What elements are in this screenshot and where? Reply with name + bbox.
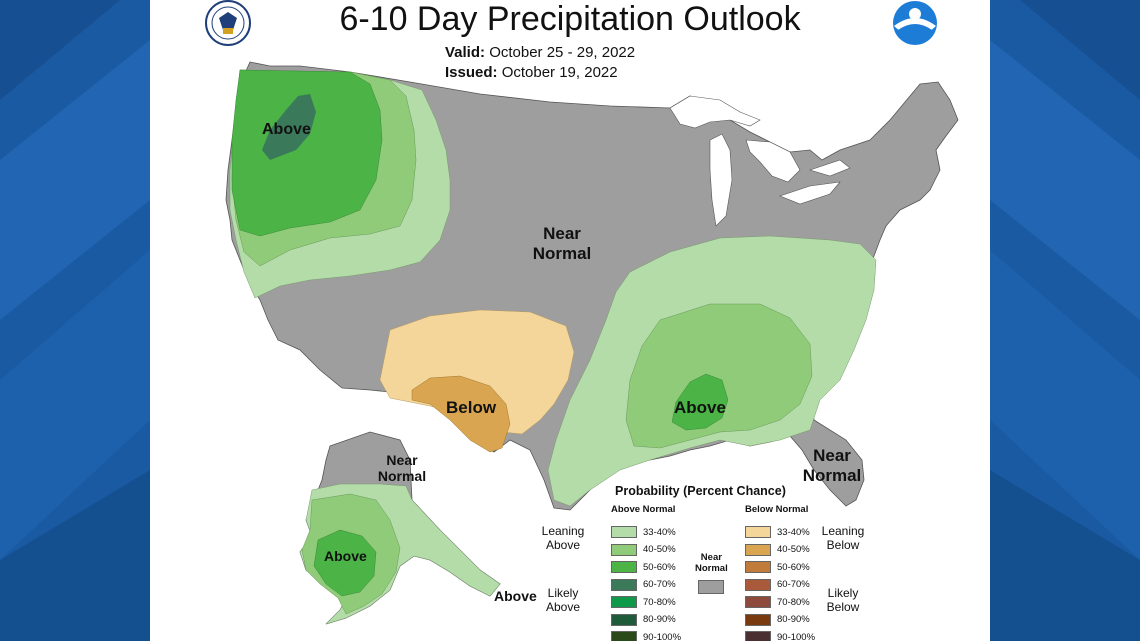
label-near-normal-florida: Near Normal <box>794 446 870 486</box>
legend-above-label-1: 40-50% <box>643 544 676 555</box>
issued-label: Issued: <box>445 64 498 81</box>
legend-below-row-3: 60-70% <box>745 578 810 591</box>
legend-leaning-above-line2: Above <box>545 538 581 552</box>
legend-below-swatch-6 <box>745 631 771 641</box>
above-50-60-west <box>231 69 383 237</box>
outlook-panel: 6-10 Day Precipitation Outlook Valid: Oc… <box>150 0 990 641</box>
legend-below-swatch-2 <box>745 561 771 573</box>
legend-likely-above: Likely Above <box>541 586 585 614</box>
legend-above-row-5: 80-90% <box>611 613 676 626</box>
issued-date: Issued: October 19, 2022 <box>445 64 618 81</box>
precipitation-map <box>225 61 959 625</box>
label-near-normal-florida-line1: Near <box>813 446 851 465</box>
legend-above-swatch-3 <box>611 578 637 591</box>
legend-below-label-1: 40-50% <box>777 544 810 555</box>
legend-above-label-4: 70-80% <box>643 596 676 608</box>
legend: Probability (Percent Chance) Above Norma… <box>535 484 865 641</box>
legend-above-swatch-1 <box>611 543 637 556</box>
legend-above-swatch-2 <box>611 561 637 573</box>
label-near-normal-alaska: Near Normal <box>372 452 432 484</box>
label-above-southeast: Above <box>674 398 726 417</box>
noaa-logo <box>890 0 940 46</box>
legend-above-label-6: 90-100% <box>643 631 682 641</box>
legend-leaning-above: Leaning Above <box>539 524 587 552</box>
legend-below-label-5: 80-90% <box>777 614 810 625</box>
legend-below-header: Below Normal <box>745 504 809 515</box>
legend-below-label-4: 70-80% <box>777 596 810 608</box>
legend-below-label-2: 50-60% <box>777 561 810 573</box>
above-50-60-east <box>671 373 729 431</box>
legend-below-row-6: 90-100% <box>745 631 815 641</box>
legend-above-header: Above Normal <box>611 504 676 515</box>
legend-below-row-1: 40-50% <box>745 543 810 556</box>
legend-below-row-5: 80-90% <box>745 613 810 626</box>
label-near-normal-central-line2: Normal <box>532 244 592 263</box>
legend-above-swatch-6 <box>611 631 637 641</box>
label-above-alaska: Above <box>324 548 367 564</box>
legend-below-row-4: 70-80% <box>745 596 810 608</box>
legend-above-row-4: 70-80% <box>611 596 676 608</box>
commerce-seal-logo <box>205 0 251 46</box>
legend-below-label-6: 90-100% <box>777 631 816 641</box>
legend-near-normal-swatch <box>698 580 725 594</box>
legend-above-label-3: 60-70% <box>643 579 676 590</box>
legend-near-normal-line2: Normal <box>695 563 728 574</box>
legend-below-swatch-4 <box>745 596 771 608</box>
legend-above-row-6: 90-100% <box>611 631 681 641</box>
legend-below-swatch-0 <box>745 526 771 538</box>
label-near-normal-central-line1: Near <box>543 224 581 243</box>
great-lakes <box>669 95 851 227</box>
label-near-normal-central: Near Normal <box>522 224 602 264</box>
legend-below-row-0: 33-40% <box>745 526 810 538</box>
background-right <box>990 0 1140 641</box>
legend-below-label-3: 60-70% <box>777 579 810 590</box>
legend-below-swatch-1 <box>745 543 771 556</box>
legend-likely-below-line1: Likely <box>827 586 859 600</box>
legend-leaning-below-line1: Leaning <box>821 524 865 538</box>
issued-value: October 19, 2022 <box>501 64 618 81</box>
label-near-normal-alaska-line2: Normal <box>377 468 427 484</box>
legend-above-swatch-0 <box>611 526 637 538</box>
legend-above-label-0: 33-40% <box>643 526 676 538</box>
label-above-alaska-southeast: Above <box>494 588 537 604</box>
valid-value: October 25 - 29, 2022 <box>489 44 636 61</box>
page-title: 6-10 Day Precipitation Outlook <box>339 0 801 38</box>
legend-above-row-0: 33-40% <box>611 526 676 538</box>
legend-likely-below: Likely Below <box>821 586 865 614</box>
background-left <box>0 0 150 641</box>
legend-above-label-5: 80-90% <box>643 614 676 625</box>
label-near-normal-florida-line2: Normal <box>802 466 862 485</box>
legend-above-row-2: 50-60% <box>611 561 676 573</box>
label-above-pnw: Above <box>262 121 311 138</box>
legend-above-swatch-5 <box>611 613 637 626</box>
above-40-50-east <box>625 303 813 449</box>
valid-dates: Valid: October 25 - 29, 2022 <box>445 44 635 61</box>
legend-near-normal: Near Normal <box>695 552 728 594</box>
legend-below-swatch-3 <box>745 578 771 591</box>
legend-title: Probability (Percent Chance) <box>615 484 786 498</box>
legend-below-row-2: 50-60% <box>745 561 810 573</box>
valid-label: Valid: <box>445 44 486 61</box>
below-40-50-southwest <box>411 375 511 453</box>
legend-above-label-2: 50-60% <box>643 561 676 573</box>
legend-leaning-above-line1: Leaning <box>541 524 585 538</box>
legend-likely-above-line2: Above <box>545 600 581 614</box>
above-50-60-alaska <box>313 529 377 597</box>
legend-near-normal-line1: Near <box>700 552 722 563</box>
legend-below-label-0: 33-40% <box>777 526 810 538</box>
legend-likely-above-line1: Likely <box>547 586 579 600</box>
legend-above-swatch-4 <box>611 596 637 608</box>
above-60-70-west <box>262 94 316 160</box>
legend-leaning-below-line2: Below <box>826 538 860 552</box>
label-below-southwest: Below <box>446 398 497 417</box>
legend-above-row-3: 60-70% <box>611 578 676 591</box>
legend-leaning-below: Leaning Below <box>819 524 867 552</box>
legend-below-swatch-5 <box>745 613 771 626</box>
legend-likely-below-line2: Below <box>826 600 860 614</box>
label-near-normal-alaska-line1: Near <box>386 452 418 468</box>
legend-above-row-1: 40-50% <box>611 543 676 556</box>
